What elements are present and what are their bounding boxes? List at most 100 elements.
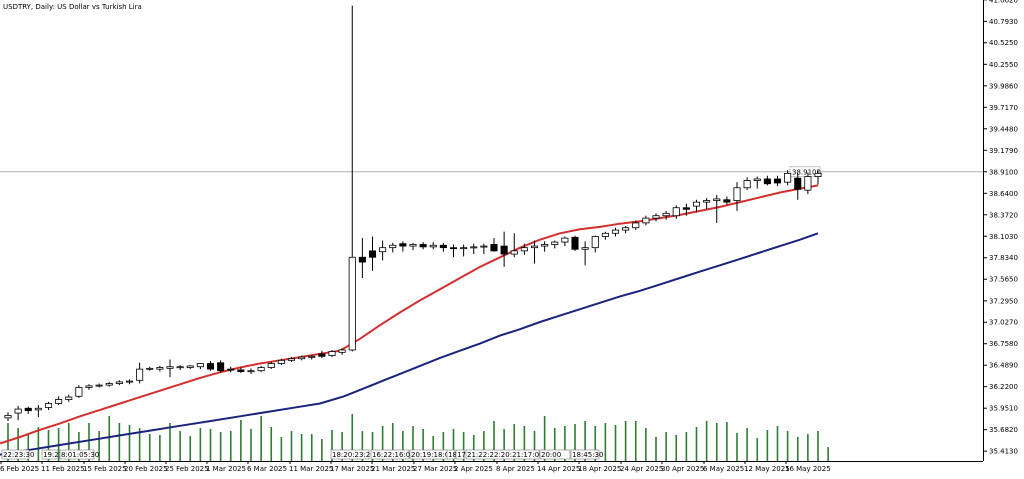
price-tick-label: 40.7930: [989, 18, 1018, 26]
time-box-label: 20:19:18:05: [411, 451, 454, 459]
candle-body: [662, 212, 670, 217]
candle-body: [520, 247, 528, 252]
fast-moving-average-line: [0, 184, 819, 445]
candle-body: [429, 244, 437, 248]
time-box: [446, 449, 456, 460]
time-box: [1, 449, 30, 460]
time-tick-label: 16 May 2025: [785, 465, 831, 473]
candle-body: [723, 199, 731, 203]
candle-body: [713, 198, 721, 201]
time-tick-label: 30 Apr 2025: [661, 465, 704, 473]
time-tick-label: 14 Apr 2025: [537, 465, 580, 473]
candle-body: [146, 367, 154, 370]
time-box-label: 8:01:05:30: [61, 451, 99, 459]
candle-body: [227, 368, 235, 371]
candle-body: [24, 407, 32, 412]
candle-body: [247, 370, 255, 373]
candle-body: [581, 247, 589, 250]
time-box-label: 16:22:16:05: [372, 451, 415, 459]
time-box-label: 22:23:30: [3, 451, 34, 459]
moving-average-layer: [0, 184, 819, 456]
time-box-label: 21:22:22:20:21:17:00: [467, 451, 544, 459]
price-tick-label: 36.2200: [989, 383, 1018, 391]
price-tick-label: 40.5250: [989, 39, 1018, 47]
candle-body: [814, 172, 822, 177]
candle-body: [156, 367, 164, 370]
time-box-label: 18: [448, 451, 457, 459]
candle-body: [784, 172, 792, 183]
candle-body: [95, 384, 103, 387]
time-tick-label: 2 Apr 2025: [454, 465, 493, 473]
candle-body: [622, 227, 630, 231]
candle-body: [763, 178, 771, 185]
candle-body: [773, 178, 782, 184]
time-box-label: 18:20:23:20: [332, 451, 375, 459]
candle-body: [237, 369, 245, 372]
candle-body: [571, 236, 579, 250]
time-tick-label: 17 Mar 2025: [330, 465, 374, 473]
slow-moving-average-line: [0, 232, 819, 456]
candle-body: [55, 399, 63, 404]
candle-body: [115, 381, 123, 384]
candle-body: [217, 362, 225, 372]
price-tick-label: 37.8340: [989, 254, 1018, 262]
candle-body: [4, 415, 12, 419]
candle-body: [186, 365, 194, 368]
candle-body: [379, 247, 387, 253]
candle-body: [733, 187, 741, 201]
candle-body: [196, 363, 204, 368]
price-tick-label: 38.6400: [989, 190, 1018, 198]
candle-body: [703, 200, 711, 203]
candle-body: [389, 244, 397, 249]
candle-body: [105, 383, 113, 386]
candle-body: [298, 356, 306, 360]
time-tick-label: 25 Feb 2025: [165, 465, 209, 473]
candle-body: [257, 367, 265, 372]
candle-body: [328, 351, 336, 356]
candle-layer: [4, 5, 822, 422]
candle-body: [338, 349, 346, 353]
time-box: [59, 449, 95, 460]
candle-body: [409, 244, 417, 247]
time-box: [41, 449, 59, 460]
candle-body: [287, 358, 296, 361]
time-tick-label: 6 May 2025: [703, 465, 744, 473]
candle-body: [75, 387, 83, 397]
candle-body: [65, 396, 73, 400]
candle-body: [642, 217, 650, 224]
candle-body: [753, 178, 761, 181]
price-tick-label: 37.5650: [989, 276, 1018, 284]
price-tick-label: 36.4890: [989, 362, 1018, 370]
time-tick-label: 15 Feb 2025: [83, 465, 127, 473]
time-tick-label: 18 Apr 2025: [578, 465, 621, 473]
candle-body: [804, 176, 812, 191]
time-tick-label: 8 Apr 2025: [496, 465, 535, 473]
candle-body: [541, 244, 549, 247]
time-box-label: 17: [457, 451, 466, 459]
candle-body: [368, 250, 377, 258]
candle-body: [308, 355, 316, 358]
candle-body: [439, 244, 447, 249]
time-box-label: 20:00: [541, 451, 561, 459]
time-tick-label: 27 Mar 2025: [413, 465, 457, 473]
time-box: [539, 449, 571, 460]
price-tick-label: 37.0270: [989, 319, 1018, 327]
time-box: [370, 449, 410, 460]
price-tick-label: 38.1030: [989, 233, 1018, 241]
candle-body: [419, 244, 427, 248]
candle-body: [176, 366, 184, 369]
candle-body: [611, 229, 620, 234]
time-box-label: 19:23:1: [43, 451, 70, 459]
price-tick-label: 35.6820: [989, 426, 1018, 434]
time-tick-label: 11 Mar 2025: [289, 465, 333, 473]
candle-body: [591, 236, 599, 249]
candle-body: [551, 241, 559, 245]
price-tick-label: 39.4480: [989, 125, 1018, 133]
time-tick-label: 20 Feb 2025: [124, 465, 168, 473]
price-tick-label: 36.7580: [989, 340, 1018, 348]
time-box: [455, 449, 465, 460]
candle-body: [480, 245, 488, 248]
